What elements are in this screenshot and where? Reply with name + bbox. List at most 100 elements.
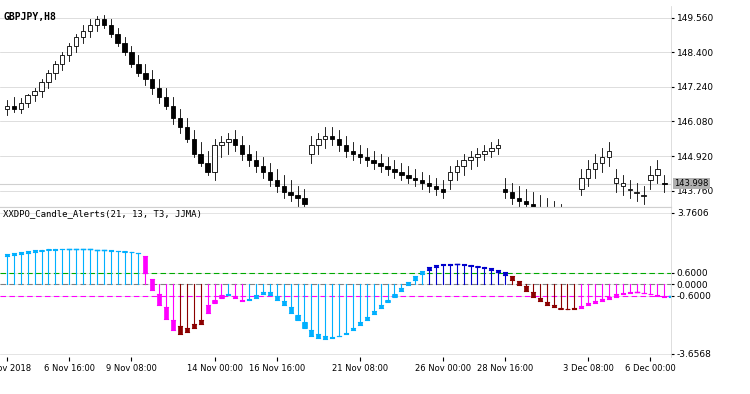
Bar xyxy=(517,199,521,201)
Bar xyxy=(157,294,161,305)
Bar xyxy=(67,46,71,55)
Bar xyxy=(427,267,431,269)
Bar xyxy=(503,272,507,275)
Bar xyxy=(212,145,217,171)
Bar xyxy=(662,183,667,184)
Bar xyxy=(379,163,382,165)
Bar xyxy=(614,178,618,184)
Bar xyxy=(261,165,266,171)
Bar xyxy=(94,19,99,25)
Bar xyxy=(191,139,196,154)
Bar xyxy=(531,292,535,297)
Bar xyxy=(12,253,16,255)
Bar xyxy=(4,254,9,256)
Bar xyxy=(178,326,182,334)
Bar xyxy=(489,148,494,151)
Bar xyxy=(323,136,328,139)
Bar xyxy=(344,333,348,334)
Bar xyxy=(392,169,397,171)
Bar xyxy=(281,186,286,192)
Bar xyxy=(206,305,210,313)
Bar xyxy=(476,266,479,267)
Bar xyxy=(662,296,667,297)
Bar xyxy=(26,95,30,103)
Bar xyxy=(53,64,58,73)
Bar xyxy=(247,299,251,301)
Bar xyxy=(392,294,397,297)
Bar xyxy=(199,320,202,324)
Bar xyxy=(164,307,168,319)
Bar xyxy=(579,178,584,190)
Bar xyxy=(330,336,334,338)
Bar xyxy=(551,305,556,307)
Bar xyxy=(544,303,549,305)
Bar xyxy=(226,139,230,142)
Bar xyxy=(586,169,590,178)
Bar xyxy=(337,139,341,145)
Bar xyxy=(316,334,320,338)
Bar xyxy=(46,73,51,82)
Bar xyxy=(524,201,528,204)
Bar xyxy=(579,306,584,308)
Bar xyxy=(628,292,632,293)
Bar xyxy=(469,265,472,266)
Bar xyxy=(371,160,376,163)
Bar xyxy=(219,295,224,297)
Bar xyxy=(600,157,604,163)
Bar xyxy=(289,192,292,195)
Bar xyxy=(88,25,92,31)
Bar xyxy=(544,210,549,213)
Bar xyxy=(379,305,382,308)
Bar xyxy=(628,189,632,190)
Bar xyxy=(171,106,176,118)
Bar xyxy=(364,157,369,160)
Bar xyxy=(240,299,244,301)
Bar xyxy=(150,79,154,88)
Bar xyxy=(261,292,265,294)
Bar xyxy=(358,322,362,325)
Bar xyxy=(32,91,37,95)
Bar xyxy=(184,328,189,332)
Bar xyxy=(364,317,369,320)
Bar xyxy=(593,163,597,169)
Bar xyxy=(441,190,445,192)
Bar xyxy=(399,288,404,291)
Bar xyxy=(247,154,251,160)
Bar xyxy=(344,145,348,151)
Bar xyxy=(620,184,625,186)
Bar xyxy=(551,213,556,216)
Bar xyxy=(254,295,258,297)
Bar xyxy=(116,34,120,43)
Bar xyxy=(32,250,37,252)
Bar xyxy=(441,264,445,265)
Bar xyxy=(289,307,292,313)
Bar xyxy=(406,175,410,178)
Bar xyxy=(641,195,646,196)
Bar xyxy=(60,55,64,64)
Bar xyxy=(531,204,535,207)
Bar xyxy=(302,199,307,204)
Bar xyxy=(274,296,279,299)
Bar xyxy=(656,295,659,296)
Bar xyxy=(12,106,16,109)
Bar xyxy=(358,154,362,157)
Bar xyxy=(309,330,314,336)
Bar xyxy=(656,169,659,175)
Bar xyxy=(399,171,404,175)
Bar xyxy=(600,299,604,301)
Bar xyxy=(74,37,78,46)
Text: GBPJPY,H8: GBPJPY,H8 xyxy=(3,12,56,22)
Bar xyxy=(433,186,438,190)
Bar xyxy=(192,324,196,328)
Bar xyxy=(178,118,182,127)
Bar xyxy=(614,294,618,297)
Bar xyxy=(268,292,272,295)
Bar xyxy=(219,142,224,145)
Bar xyxy=(503,190,508,192)
Bar xyxy=(572,308,577,309)
Bar xyxy=(274,180,279,186)
Bar xyxy=(572,222,577,225)
Bar xyxy=(413,276,417,280)
Bar xyxy=(586,303,590,305)
Bar xyxy=(621,293,625,294)
